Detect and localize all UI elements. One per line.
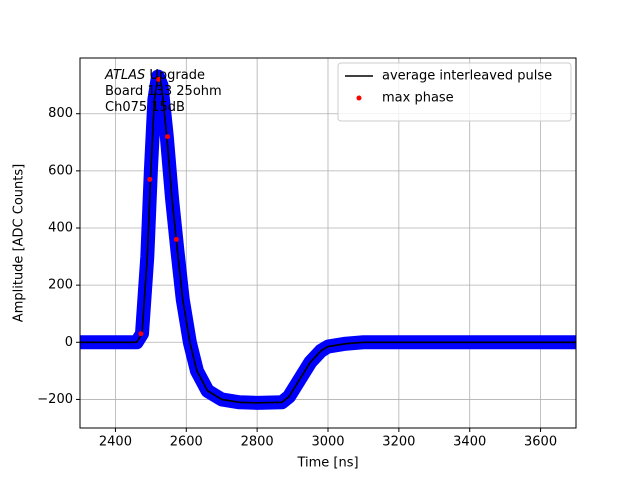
line bbox=[80, 75, 576, 404]
annotation-part: Upgrade bbox=[145, 68, 205, 83]
annotation: ATLAS Upgrade bbox=[104, 68, 205, 83]
y-tick-label: 400 bbox=[48, 221, 73, 236]
annotation-part: Ch075 15dB bbox=[105, 100, 185, 115]
x-tick-label: 3600 bbox=[524, 435, 557, 450]
x-tick-label: 3200 bbox=[382, 435, 415, 450]
annotation-part: Board 133 25ohm bbox=[105, 84, 222, 99]
point bbox=[173, 236, 179, 242]
legend-box bbox=[337, 62, 572, 122]
x-axis-label: Time [ns] bbox=[296, 456, 358, 471]
plot-frame bbox=[79, 57, 577, 429]
y-tick-label: 800 bbox=[48, 106, 73, 121]
legend-label: max phase bbox=[382, 91, 454, 106]
point bbox=[138, 331, 144, 337]
y-tick-label: 0 bbox=[65, 335, 73, 350]
point bbox=[165, 134, 171, 140]
y-axis-label: Amplitude [ADC Counts] bbox=[12, 164, 27, 322]
y-tick-label: −200 bbox=[37, 392, 73, 407]
y-tick-label: 200 bbox=[48, 278, 73, 293]
legend-label: average interleaved pulse bbox=[382, 69, 552, 84]
annotation: Board 133 25ohm bbox=[105, 84, 222, 99]
annotation: Ch075 15dB bbox=[105, 100, 185, 115]
x-tick-label: 3000 bbox=[311, 435, 344, 450]
point bbox=[147, 176, 153, 182]
x-tick-label: 2600 bbox=[170, 435, 203, 450]
point bbox=[156, 76, 162, 82]
x-tick-label: 3400 bbox=[453, 435, 486, 450]
y-tick-label: 600 bbox=[48, 163, 73, 178]
annotation-part: ATLAS bbox=[104, 68, 145, 83]
x-tick-label: 2400 bbox=[99, 435, 132, 450]
legend-marker bbox=[356, 95, 362, 101]
x-tick-label: 2800 bbox=[241, 435, 274, 450]
